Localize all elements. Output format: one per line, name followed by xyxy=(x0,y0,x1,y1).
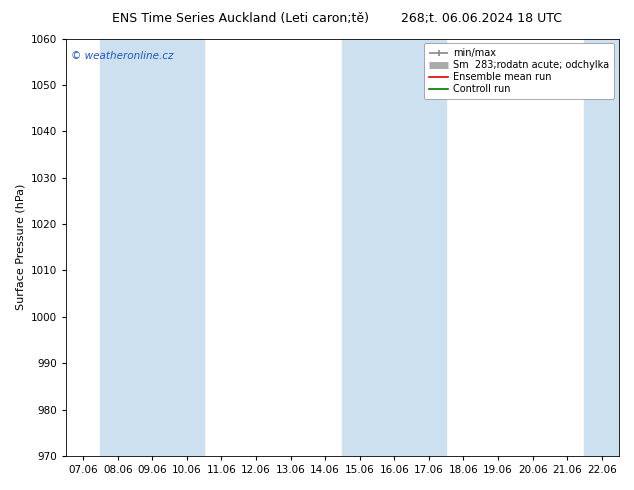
Bar xyxy=(585,39,619,456)
Bar xyxy=(342,39,446,456)
Y-axis label: Surface Pressure (hPa): Surface Pressure (hPa) xyxy=(15,184,25,311)
Text: ENS Time Series Auckland (Leti caron;tě): ENS Time Series Auckland (Leti caron;tě) xyxy=(112,12,370,25)
Text: © weatheronline.cz: © weatheronline.cz xyxy=(72,51,174,61)
Legend: min/max, Sm  283;rodatn acute; odchylka, Ensemble mean run, Controll run: min/max, Sm 283;rodatn acute; odchylka, … xyxy=(424,44,614,99)
Bar xyxy=(100,39,204,456)
Text: 268;t. 06.06.2024 18 UTC: 268;t. 06.06.2024 18 UTC xyxy=(401,12,562,25)
